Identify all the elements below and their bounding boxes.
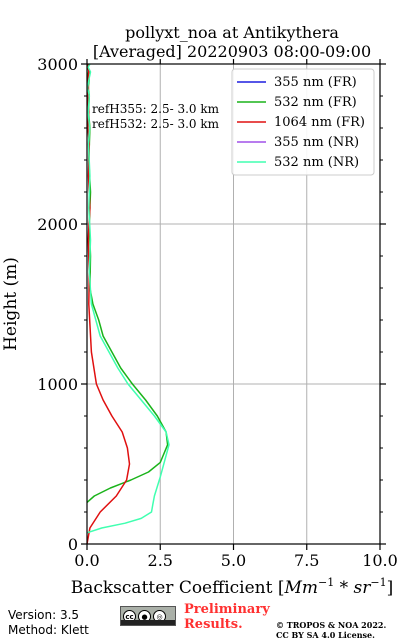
x-tick-label: 10.0 [362,551,398,570]
method-text: Method: Klett [8,623,89,637]
y-tick-label: 0 [68,535,78,554]
ref-height-annotation: refH532: 2.5- 3.0 km [92,117,220,131]
data-series [86,63,170,545]
ref-height-annotation: refH355: 2.5- 3.0 km [92,102,220,116]
copyright-line1: © TROPOS & NOA 2022. [276,620,387,630]
version-text: Version: 3.5 [8,608,80,622]
preliminary-line2: Results. [184,617,243,632]
x-tick-label: 7.5 [294,551,319,570]
chart-title-line1: pollyxt_noa at Antikythera [125,23,339,42]
y-tick-label: 3000 [37,55,78,74]
axis-ticks: 0.0 2.5 5.0 7.5 10.0 0 1000 2000 3000 [37,55,398,570]
x-axis-label: Backscatter Coefficient [Mm−1 * sr−1] [71,576,394,598]
cc-license-badge: cc ● ◎ [120,606,176,626]
legend-box [231,68,375,176]
x-tick-label: 2.5 [148,551,173,570]
x-tick-label: 5.0 [221,551,246,570]
copyright-notice: © TROPOS & NOA 2022. CC BY SA 4.0 Licens… [276,620,386,640]
y-tick-label: 2000 [37,215,78,234]
preliminary-line1: Preliminary [184,602,270,617]
x-tick-label: 0.0 [74,551,99,570]
chart-title-line2: [Averaged] 20220903 08:00-09:00 [93,42,371,61]
legend: 355 nm (FR) 532 nm (FR) 1064 nm (FR) 355 nm… [231,68,375,176]
legend-label: 532 nm (FR) [274,95,357,110]
legend-label: 1064 nm (FR) [274,115,365,130]
preliminary-notice: Preliminary Results. [184,602,270,632]
copyright-line2: CC BY SA 4.0 License. [276,630,375,640]
y-axis-label: Height (m) [1,257,21,351]
legend-label: 532 nm (NR) [274,155,359,170]
y-tick-label: 1000 [37,375,78,394]
series-line-532-nm-nr- [86,63,170,534]
legend-label: 355 nm (FR) [274,75,357,90]
legend-label: 355 nm (NR) [274,135,359,150]
